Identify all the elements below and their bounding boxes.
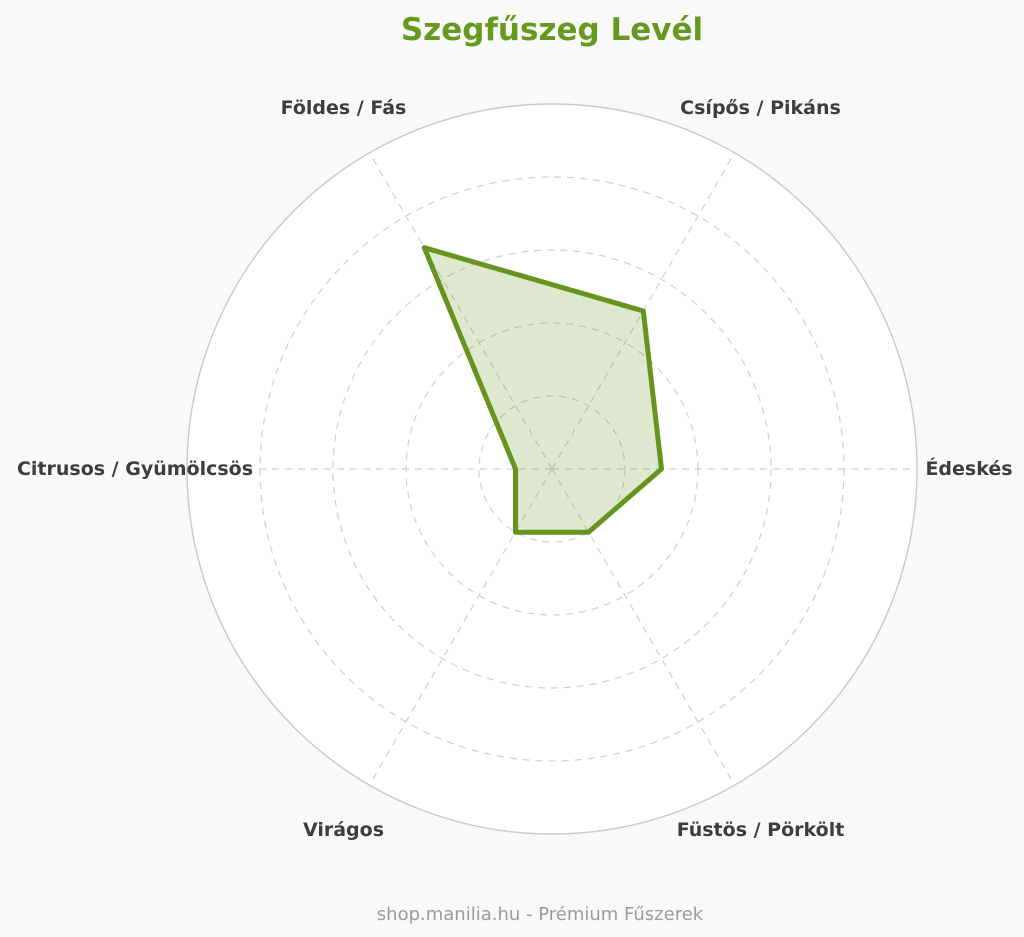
axis-line [368, 468, 553, 786]
radar-series [421, 245, 664, 535]
footer-credit: shop.manilia.hu - Prémium Fűszerek [377, 904, 704, 925]
axis-label-2: Csípős / Pikáns [680, 97, 841, 119]
grid-ring [332, 249, 772, 689]
axis-line [551, 468, 736, 786]
series-polygon [421, 245, 664, 535]
axis-label-6: Citrusos / Gyümölcsös [17, 458, 253, 480]
chart-title: Szegfűszeg Levél [401, 12, 703, 48]
axis-label-4: Füstös / Pörkölt [677, 819, 845, 841]
axis-label-5: Virágos [303, 819, 384, 841]
axis-label-1: Földes / Fás [281, 97, 407, 119]
axis-label-3: Édeskés [925, 457, 1012, 480]
radar-axis-labels: Földes / Fás Csípős / Pikáns Édeskés Füstös… [17, 97, 1013, 841]
grid-ring [478, 395, 626, 543]
axis-line [368, 152, 553, 470]
